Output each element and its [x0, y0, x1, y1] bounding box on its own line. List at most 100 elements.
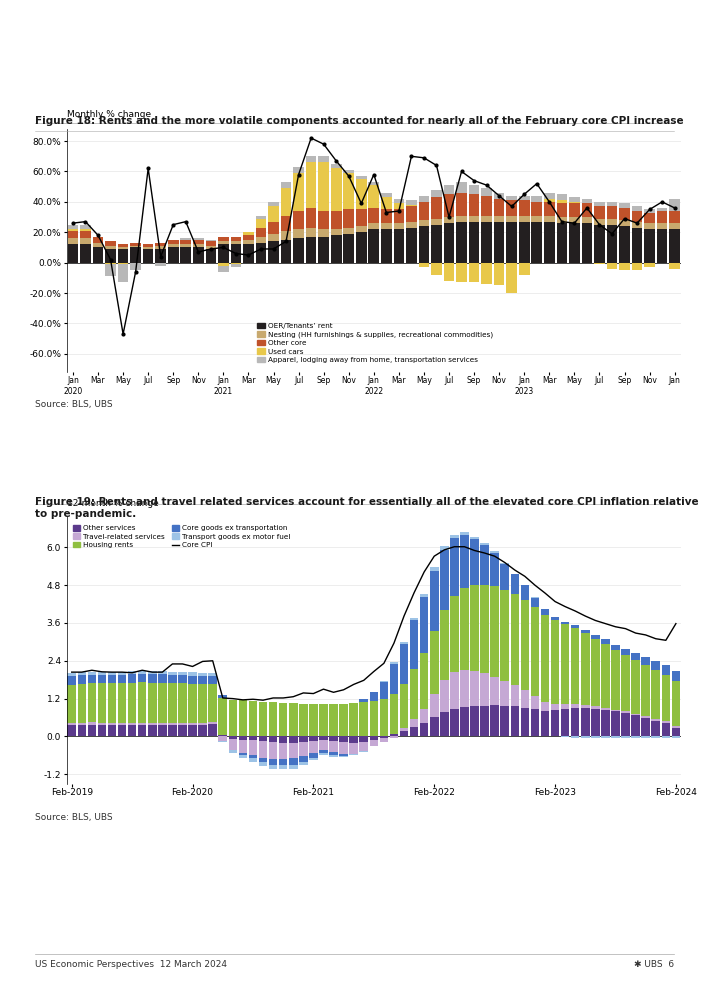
Bar: [281, 231, 291, 240]
Bar: [569, 203, 580, 217]
Bar: [331, 169, 342, 211]
Bar: [218, 698, 227, 735]
Bar: [77, 725, 86, 736]
Bar: [168, 247, 178, 263]
Bar: [107, 725, 117, 736]
Bar: [138, 674, 147, 682]
Bar: [519, 195, 529, 200]
Bar: [601, 644, 610, 707]
Bar: [155, 249, 166, 263]
Bar: [406, 228, 417, 263]
Bar: [107, 675, 117, 683]
Bar: [672, 681, 680, 726]
Bar: [551, 617, 559, 620]
Bar: [450, 535, 458, 538]
Bar: [98, 672, 106, 675]
Bar: [644, 263, 655, 267]
Bar: [594, 206, 605, 218]
Bar: [199, 676, 207, 684]
Bar: [259, 741, 267, 758]
Bar: [594, 218, 605, 224]
Bar: [281, 188, 291, 215]
Bar: [561, 624, 569, 704]
Bar: [651, 719, 660, 720]
Bar: [581, 223, 592, 263]
Bar: [193, 247, 204, 263]
Bar: [510, 574, 519, 593]
Bar: [88, 722, 96, 725]
Bar: [259, 758, 267, 762]
Bar: [339, 736, 348, 742]
Bar: [369, 183, 379, 186]
Bar: [461, 533, 469, 535]
Bar: [661, 723, 670, 736]
Bar: [544, 215, 555, 221]
Bar: [480, 674, 489, 705]
Bar: [519, 263, 529, 275]
Bar: [420, 597, 428, 653]
Bar: [339, 756, 348, 757]
Bar: [279, 743, 287, 759]
Bar: [669, 229, 680, 263]
Bar: [571, 628, 579, 704]
Bar: [105, 263, 116, 264]
Bar: [168, 725, 177, 736]
Bar: [67, 725, 76, 736]
Bar: [642, 717, 650, 736]
Bar: [138, 725, 147, 736]
Bar: [494, 192, 505, 198]
Bar: [218, 266, 229, 272]
Bar: [601, 640, 610, 644]
Bar: [98, 725, 106, 736]
Bar: [118, 723, 126, 725]
Bar: [461, 587, 469, 670]
Bar: [440, 550, 449, 610]
Bar: [399, 728, 409, 731]
Bar: [491, 553, 499, 586]
Bar: [118, 249, 128, 263]
Bar: [406, 200, 417, 205]
Bar: [158, 722, 166, 725]
Bar: [339, 704, 348, 736]
Bar: [544, 198, 555, 202]
Bar: [131, 263, 141, 270]
Bar: [480, 545, 489, 584]
Bar: [440, 610, 449, 681]
Bar: [644, 223, 655, 229]
Bar: [591, 635, 600, 639]
Bar: [206, 240, 216, 241]
Bar: [105, 246, 116, 249]
Bar: [531, 709, 539, 736]
Bar: [551, 709, 559, 736]
Bar: [406, 221, 417, 228]
Bar: [256, 215, 266, 218]
Bar: [420, 593, 428, 597]
Bar: [88, 675, 96, 683]
Bar: [431, 189, 442, 197]
Bar: [521, 708, 529, 736]
Bar: [611, 645, 620, 651]
Bar: [491, 677, 499, 705]
Bar: [521, 585, 529, 599]
Bar: [356, 226, 366, 232]
Bar: [309, 736, 318, 741]
Bar: [243, 244, 254, 263]
Bar: [208, 684, 217, 722]
Bar: [621, 649, 630, 655]
Bar: [239, 700, 247, 736]
Bar: [632, 263, 642, 270]
Bar: [229, 700, 237, 736]
Bar: [168, 240, 178, 244]
Bar: [309, 758, 318, 760]
Bar: [128, 723, 136, 725]
Bar: [521, 690, 529, 708]
Bar: [480, 705, 489, 736]
Bar: [651, 662, 660, 671]
Bar: [118, 725, 126, 736]
Bar: [230, 237, 241, 241]
Bar: [158, 682, 166, 722]
Legend: Other services, Travel-related services, Housing rents, Core goods ex transporta: Other services, Travel-related services,…: [70, 522, 293, 552]
Bar: [430, 570, 439, 631]
Bar: [329, 741, 338, 752]
Bar: [279, 766, 287, 769]
